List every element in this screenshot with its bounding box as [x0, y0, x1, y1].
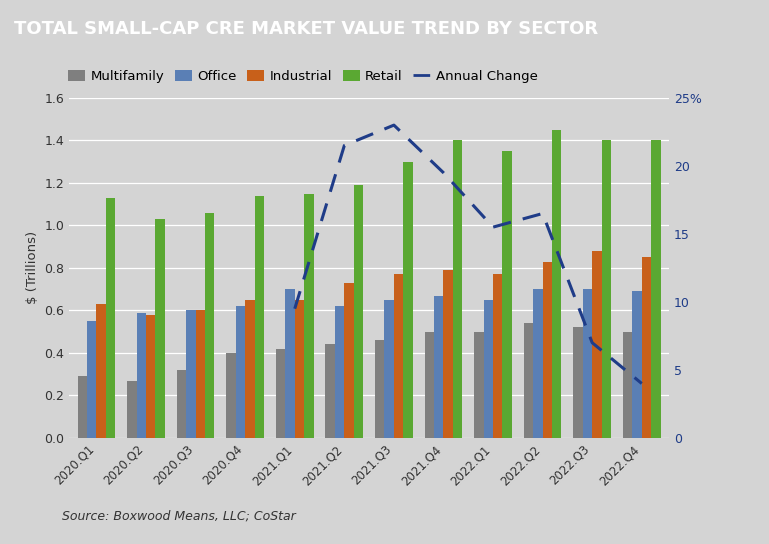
Bar: [474, 332, 484, 438]
Bar: [601, 140, 611, 438]
Bar: [195, 311, 205, 438]
Bar: [186, 311, 195, 438]
Bar: [394, 274, 403, 438]
Bar: [444, 270, 453, 438]
Bar: [453, 140, 462, 438]
Text: TOTAL SMALL-CAP CRE MARKET VALUE TREND BY SECTOR: TOTAL SMALL-CAP CRE MARKET VALUE TREND B…: [14, 20, 598, 38]
Bar: [424, 332, 434, 438]
Bar: [354, 185, 363, 438]
Bar: [255, 196, 264, 438]
Text: Source: Boxwood Means, LLC; CoStar: Source: Boxwood Means, LLC; CoStar: [62, 509, 295, 522]
Bar: [574, 327, 583, 438]
Bar: [583, 289, 592, 438]
Bar: [403, 162, 413, 438]
Bar: [205, 213, 215, 438]
Bar: [524, 323, 533, 438]
Bar: [375, 340, 384, 438]
Bar: [384, 300, 394, 438]
Bar: [325, 344, 335, 438]
Bar: [434, 295, 444, 438]
Bar: [87, 321, 96, 438]
Bar: [146, 314, 155, 438]
Bar: [127, 381, 137, 438]
Bar: [226, 353, 236, 438]
Bar: [552, 130, 561, 438]
Bar: [276, 349, 285, 438]
Legend: Multifamily, Office, Industrial, Retail, Annual Change: Multifamily, Office, Industrial, Retail,…: [68, 70, 538, 83]
Bar: [96, 304, 106, 438]
Bar: [285, 289, 295, 438]
Bar: [651, 140, 661, 438]
Bar: [484, 300, 493, 438]
Bar: [78, 376, 87, 438]
Bar: [533, 289, 543, 438]
Y-axis label: $ (Trillions): $ (Trillions): [26, 231, 38, 305]
Bar: [623, 332, 632, 438]
Bar: [493, 274, 502, 438]
Bar: [295, 300, 305, 438]
Bar: [335, 306, 345, 438]
Bar: [632, 291, 642, 438]
Bar: [137, 313, 146, 438]
Bar: [177, 370, 186, 438]
Bar: [245, 300, 255, 438]
Bar: [236, 306, 245, 438]
Bar: [305, 194, 314, 438]
Bar: [106, 198, 115, 438]
Bar: [345, 283, 354, 438]
Bar: [502, 151, 512, 438]
Bar: [543, 262, 552, 438]
Bar: [592, 251, 601, 438]
Bar: [155, 219, 165, 438]
Bar: [642, 257, 651, 438]
